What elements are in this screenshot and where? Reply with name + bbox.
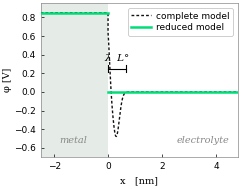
complete model	[150, 91, 153, 93]
reduced model	[86, 12, 89, 14]
reduced model	[68, 12, 71, 14]
reduced model	[74, 12, 76, 14]
reduced model	[107, 12, 109, 14]
reduced model	[67, 12, 70, 14]
complete model	[96, 12, 99, 14]
reduced model	[56, 12, 59, 14]
reduced model	[43, 12, 46, 14]
reduced model	[97, 12, 100, 14]
reduced model	[60, 12, 63, 14]
reduced model	[105, 12, 108, 14]
reduced model	[57, 12, 60, 14]
Text: electrolyte: electrolyte	[176, 136, 229, 145]
reduced model	[72, 12, 75, 14]
reduced model	[50, 12, 53, 14]
reduced model	[94, 12, 97, 14]
Line: complete model: complete model	[40, 13, 238, 136]
reduced model	[52, 12, 54, 14]
Y-axis label: φ [V]: φ [V]	[3, 68, 13, 92]
reduced model	[75, 12, 78, 14]
reduced model	[65, 12, 68, 14]
reduced model	[79, 12, 82, 14]
reduced model	[71, 12, 74, 14]
reduced model	[39, 12, 42, 14]
X-axis label: x   [nm]: x [nm]	[120, 177, 158, 186]
complete model	[234, 91, 236, 93]
reduced model	[46, 12, 49, 14]
Legend: complete model, reduced model: complete model, reduced model	[128, 8, 233, 36]
reduced model	[90, 12, 93, 14]
reduced model	[89, 12, 92, 14]
reduced model	[104, 12, 107, 14]
reduced model	[54, 12, 57, 14]
reduced model	[47, 12, 50, 14]
complete model	[117, 123, 120, 125]
reduced model	[82, 12, 85, 14]
Text: λ  L°: λ L°	[104, 54, 129, 63]
Text: metal: metal	[59, 136, 87, 145]
reduced model	[58, 12, 61, 14]
reduced model	[53, 12, 56, 14]
reduced model	[87, 12, 90, 14]
complete model	[115, 135, 118, 138]
complete model	[202, 91, 205, 93]
complete model	[139, 91, 141, 93]
reduced model	[40, 12, 43, 14]
reduced model	[101, 12, 104, 14]
reduced model	[42, 12, 45, 14]
complete model	[236, 91, 239, 93]
Bar	[40, 3, 108, 157]
complete model	[39, 12, 42, 14]
reduced model	[63, 12, 66, 14]
reduced model	[64, 12, 67, 14]
reduced model	[80, 12, 83, 14]
reduced model	[45, 12, 47, 14]
reduced model	[85, 12, 87, 14]
reduced model	[91, 12, 94, 14]
reduced model	[102, 12, 105, 14]
reduced model	[49, 12, 52, 14]
reduced model	[69, 12, 72, 14]
reduced model	[93, 12, 96, 14]
reduced model	[78, 12, 80, 14]
reduced model	[83, 12, 86, 14]
reduced model	[76, 12, 79, 14]
reduced model	[100, 12, 103, 14]
reduced model	[96, 12, 99, 14]
reduced model	[61, 12, 64, 14]
reduced model	[98, 12, 101, 14]
